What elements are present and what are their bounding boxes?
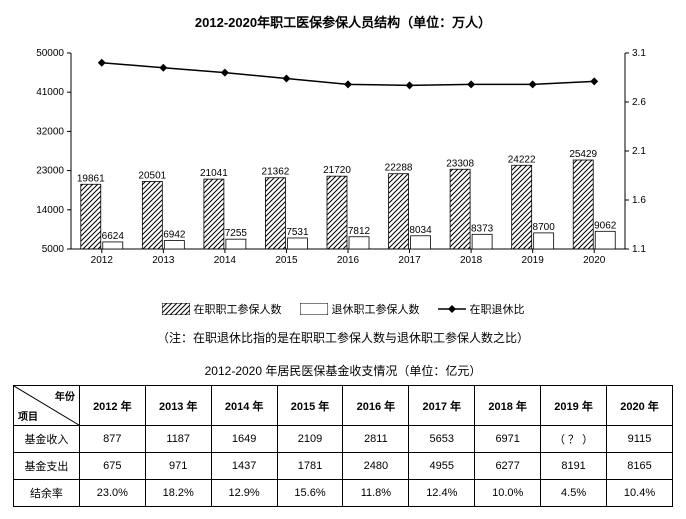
chart-title: 2012-2020年职工医保参保人员结构（单位：万人） [12, 12, 674, 31]
svg-text:2017: 2017 [398, 255, 421, 266]
svg-text:9062: 9062 [594, 220, 617, 231]
svg-text:6624: 6624 [102, 231, 125, 242]
table-cell: 8165 [607, 453, 673, 480]
table-cell: 12.4% [409, 480, 475, 507]
svg-text:2015: 2015 [275, 255, 298, 266]
table-cell: 10.4% [607, 480, 673, 507]
svg-text:5000: 5000 [42, 244, 65, 255]
table-cell: 2109 [277, 426, 343, 453]
table-cell: 4.5% [541, 480, 607, 507]
table-row: 基金支出6759711437178124804955627781918165 [14, 453, 673, 480]
chart-area: 5000 14000 23000 32000 41000 50000 1.1 1.6 2.1 2.… [13, 39, 673, 299]
row-label: 结余率 [14, 480, 80, 507]
table-cell: 1437 [211, 453, 277, 480]
svg-text:19861: 19861 [77, 173, 105, 184]
svg-text:6942: 6942 [163, 230, 186, 241]
svg-text:32000: 32000 [36, 126, 64, 137]
svg-text:2012: 2012 [91, 255, 114, 266]
table-title: 2012-2020 年居民医保基金收支情况（单位：亿元） [12, 362, 674, 379]
svg-text:50000: 50000 [36, 48, 64, 59]
svg-text:2014: 2014 [214, 255, 237, 266]
svg-text:14000: 14000 [36, 205, 64, 216]
svg-text:3.1: 3.1 [632, 48, 646, 59]
svg-text:8034: 8034 [409, 225, 432, 236]
table-cell: 10.0% [475, 480, 541, 507]
table-cell: 15.6% [277, 480, 343, 507]
table-corner: 年份 项目 [14, 386, 80, 426]
table-year-header: 2012 年 [79, 386, 145, 426]
svg-text:8700: 8700 [533, 222, 556, 233]
table-cell: 2480 [343, 453, 409, 480]
table-cell: 1781 [277, 453, 343, 480]
legend-retired-label: 退休职工参保人数 [332, 301, 420, 317]
legend-ratio-label: 在职退休比 [470, 301, 525, 317]
table-cell: （ ？ ） [541, 426, 607, 453]
table-year-header: 2015 年 [277, 386, 343, 426]
corner-year: 年份 [55, 388, 75, 403]
table-year-header: 2013 年 [145, 386, 211, 426]
svg-text:1.6: 1.6 [632, 195, 646, 206]
svg-text:21720: 21720 [323, 165, 351, 176]
row-label: 基金支出 [14, 453, 80, 480]
svg-text:2019: 2019 [522, 255, 545, 266]
table-cell: 9115 [607, 426, 673, 453]
table-year-header: 2019 年 [541, 386, 607, 426]
table-cell: 1649 [211, 426, 277, 453]
fund-table: 年份 项目 2012 年2013 年2014 年2015 年2016 年2017… [13, 385, 673, 507]
table-cell: 5653 [409, 426, 475, 453]
svg-text:2018: 2018 [460, 255, 483, 266]
svg-text:1.1: 1.1 [632, 244, 646, 255]
svg-text:21041: 21041 [200, 168, 228, 179]
table-cell: 11.8% [343, 480, 409, 507]
svg-text:2.1: 2.1 [632, 146, 646, 157]
table-cell: 8191 [541, 453, 607, 480]
table-cell: 675 [79, 453, 145, 480]
svg-text:41000: 41000 [36, 87, 64, 98]
svg-text:7531: 7531 [286, 227, 309, 238]
svg-text:7255: 7255 [225, 228, 248, 239]
table-year-header: 2018 年 [475, 386, 541, 426]
svg-text:8373: 8373 [471, 223, 494, 234]
svg-text:25429: 25429 [569, 149, 597, 160]
row-label: 基金收入 [14, 426, 80, 453]
svg-text:22288: 22288 [385, 163, 413, 174]
svg-text:2016: 2016 [337, 255, 360, 266]
table-cell: 971 [145, 453, 211, 480]
table-cell: 18.2% [145, 480, 211, 507]
chart-legend: 在职职工参保人数 退休职工参保人数 在职退休比 [12, 301, 674, 317]
svg-text:23308: 23308 [446, 158, 474, 169]
svg-text:7812: 7812 [348, 226, 371, 237]
table-cell: 23.0% [79, 480, 145, 507]
table-cell: 877 [79, 426, 145, 453]
table-year-header: 2017 年 [409, 386, 475, 426]
legend-active-label: 在职职工参保人数 [194, 301, 282, 317]
table-cell: 6971 [475, 426, 541, 453]
table-cell: 1187 [145, 426, 211, 453]
table-row: 基金收入877118716492109281156536971（ ？ ）9115 [14, 426, 673, 453]
svg-text:2013: 2013 [152, 255, 175, 266]
svg-text:2.6: 2.6 [632, 97, 646, 108]
table-year-header: 2020 年 [607, 386, 673, 426]
svg-text:24222: 24222 [508, 154, 536, 165]
svg-text:21362: 21362 [262, 167, 290, 178]
table-row: 结余率23.0%18.2%12.9%15.6%11.8%12.4%10.0%4.… [14, 480, 673, 507]
svg-text:2020: 2020 [583, 255, 606, 266]
table-cell: 4955 [409, 453, 475, 480]
chart-note: （注：在职退休比指的是在职职工参保人数与退休职工参保人数之比） [12, 329, 674, 346]
table-cell: 2811 [343, 426, 409, 453]
table-year-header: 2016 年 [343, 386, 409, 426]
svg-text:20501: 20501 [138, 170, 166, 181]
svg-text:23000: 23000 [36, 166, 64, 177]
table-cell: 12.9% [211, 480, 277, 507]
table-year-header: 2014 年 [211, 386, 277, 426]
corner-item: 项目 [18, 408, 38, 423]
table-cell: 6277 [475, 453, 541, 480]
legend-ratio: 在职退休比 [438, 301, 525, 317]
legend-active: 在职职工参保人数 [162, 301, 282, 317]
legend-retired: 退休职工参保人数 [300, 301, 420, 317]
